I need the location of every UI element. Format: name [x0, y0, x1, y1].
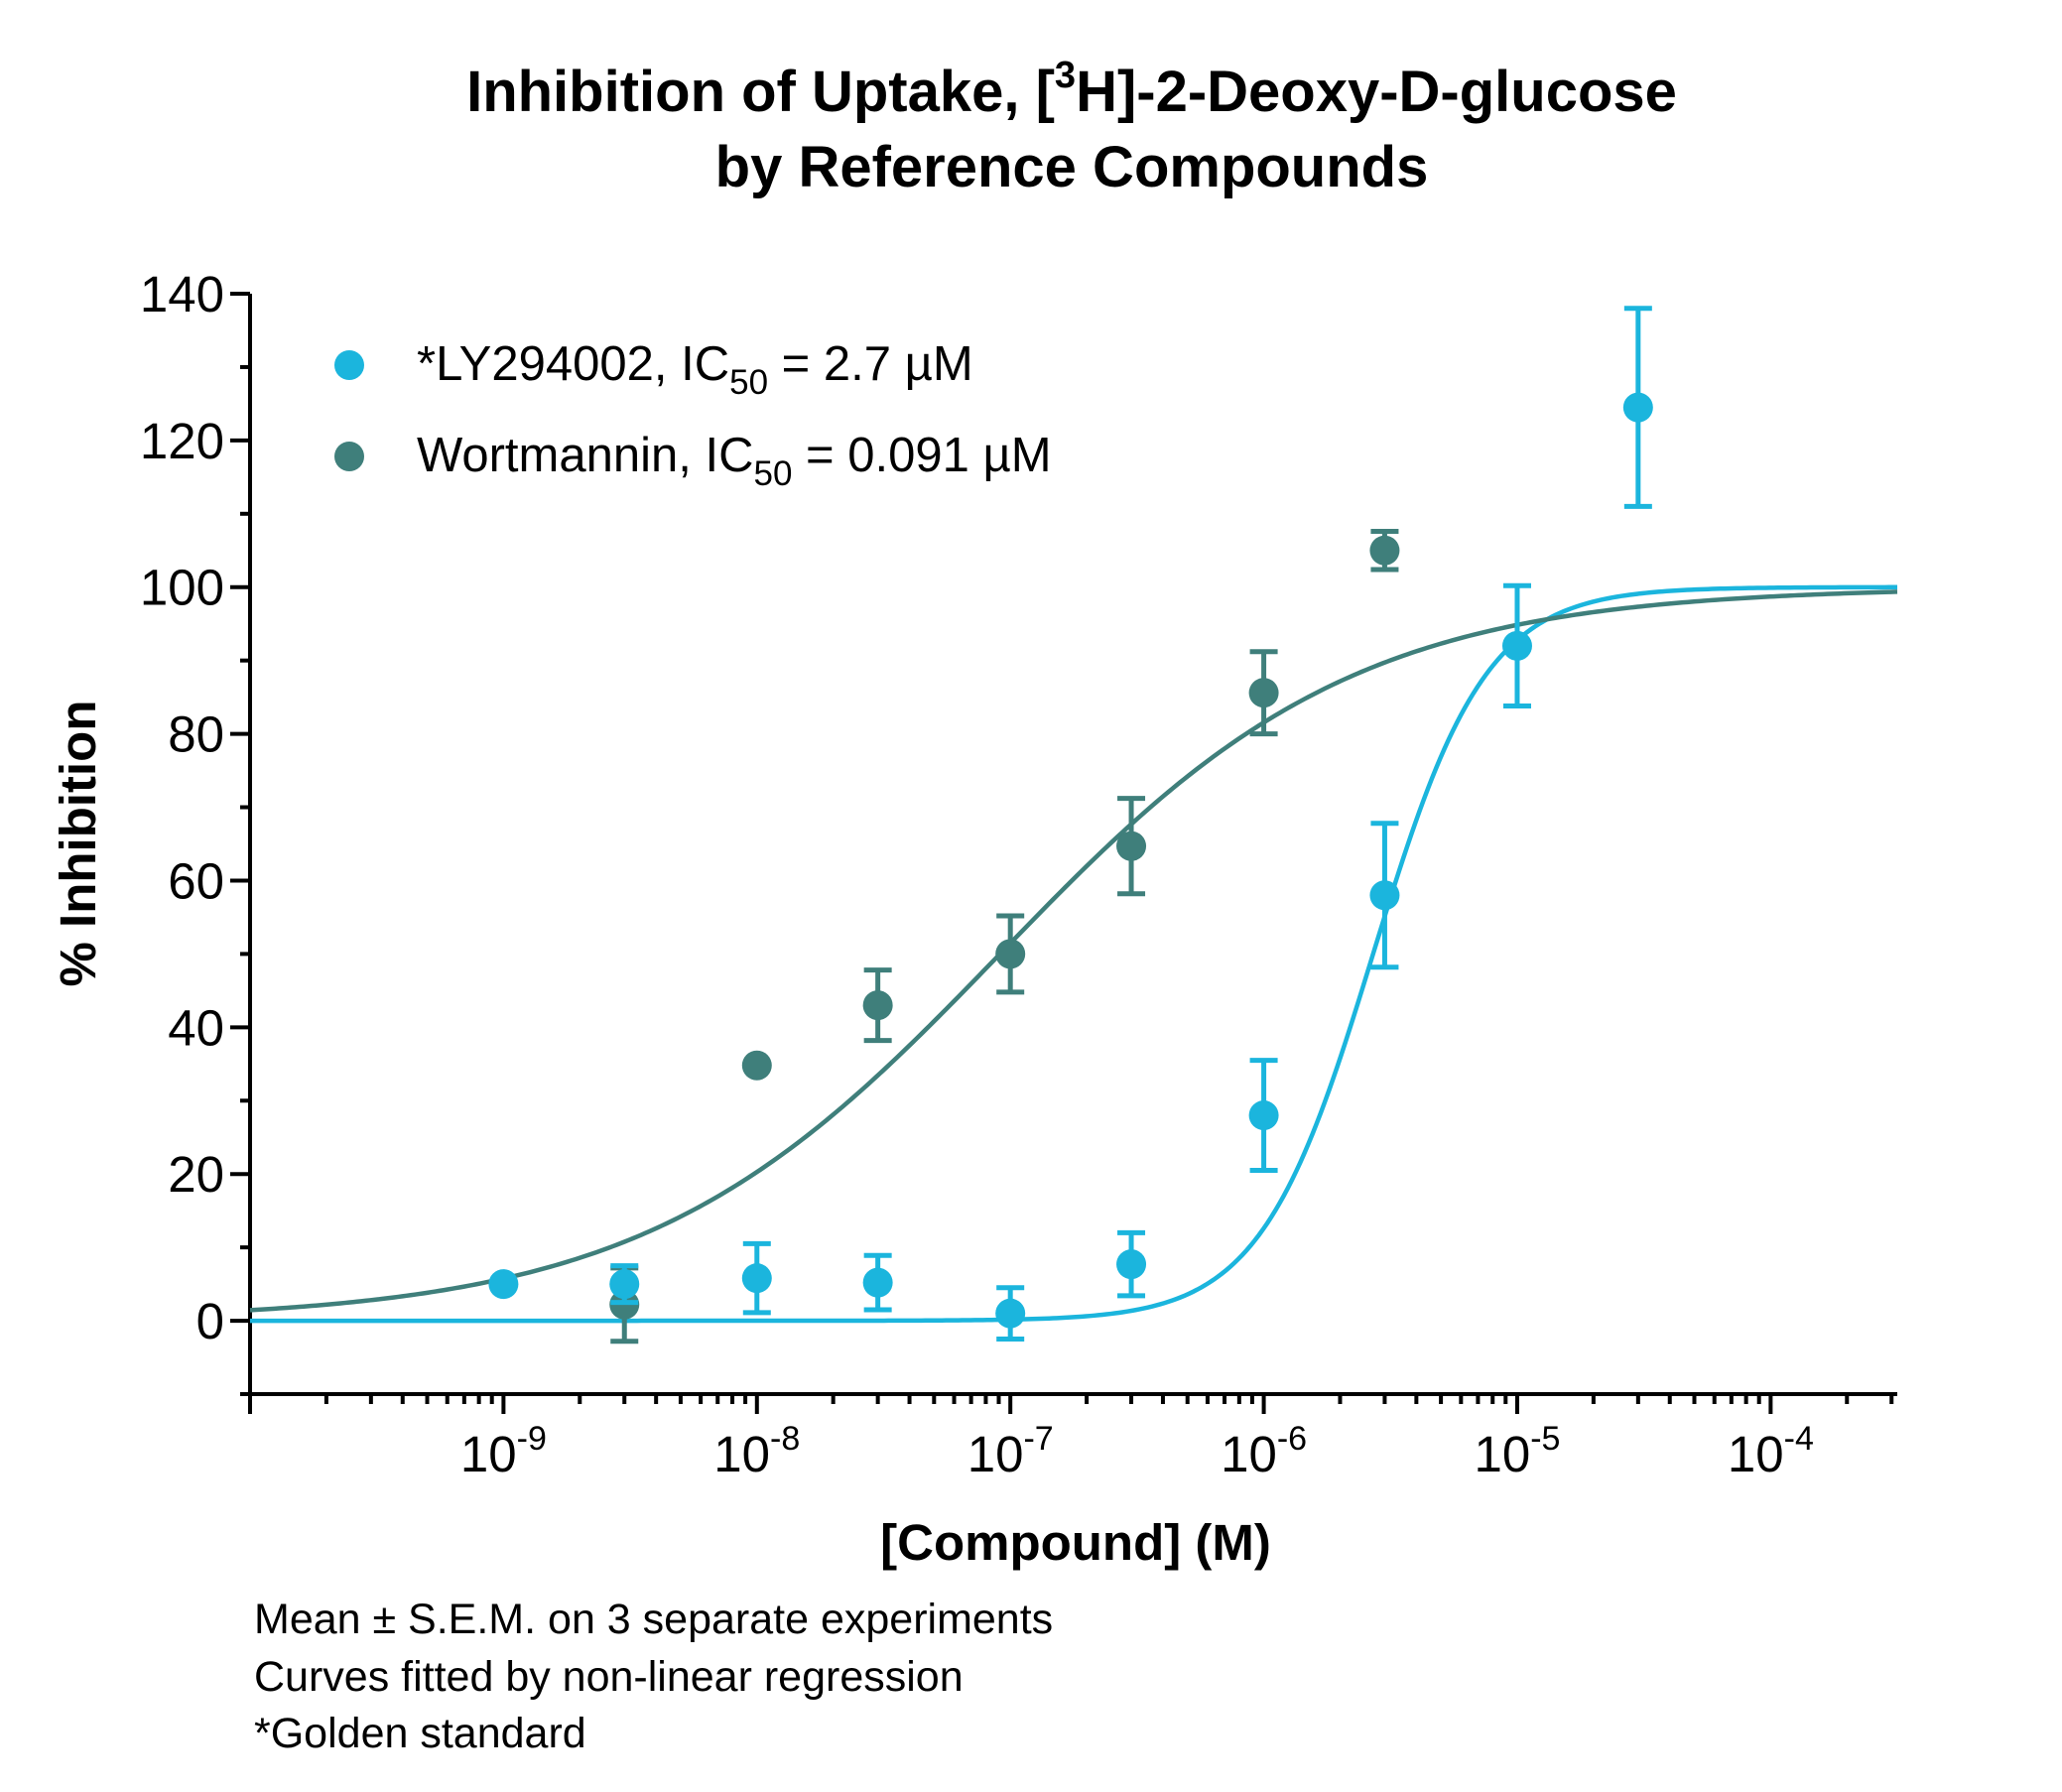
data-point-1 [862, 990, 893, 1021]
data-point-0 [1501, 630, 1532, 661]
data-point-0 [609, 1269, 640, 1300]
y-tick-label: 100 [140, 560, 224, 616]
y-tick-label: 120 [140, 413, 224, 469]
legend-label-wortmannin-sub: 50 [753, 454, 792, 493]
legend-label-ly294002-sub: 50 [729, 363, 768, 402]
footnote-sem: Mean ± S.E.M. on 3 separate experiments [254, 1596, 1053, 1643]
data-point-1 [1248, 678, 1279, 708]
data-point-1 [741, 1050, 772, 1081]
data-point-1 [995, 939, 1026, 969]
data-point-1 [1116, 831, 1147, 861]
data-point-0 [995, 1298, 1026, 1329]
legend-marker-ly294002 [334, 350, 364, 380]
chart-title-line1-pre: Inhibition of Uptake, [ [466, 60, 1055, 124]
y-tick-label: 20 [168, 1146, 224, 1203]
x-tick-label: 10-9 [460, 1420, 547, 1482]
data-point-0 [1248, 1100, 1279, 1131]
legend-label-wortmannin-post: = 0.091 µM [792, 429, 1051, 482]
x-tick-label: 10-5 [1475, 1420, 1561, 1482]
data-point-0 [1116, 1249, 1147, 1280]
x-tick-label: 10-6 [1221, 1420, 1307, 1482]
legend-marker-wortmannin [334, 442, 364, 471]
fit-curve-1 [249, 589, 1898, 1313]
x-tick-label: 10-4 [1728, 1420, 1814, 1482]
x-tick-label-base: 10 [713, 1426, 770, 1482]
data-point-0 [741, 1263, 772, 1294]
x-tick-label: 10-8 [713, 1420, 800, 1482]
legend-label-ly294002: *LY294002, IC50 = 2.7 µM [417, 337, 973, 402]
data-points [488, 306, 1653, 1344]
y-tick-label: 140 [140, 266, 224, 322]
y-axis-title: % Inhibition [50, 701, 106, 987]
x-tick-label-exponent: -4 [1784, 1420, 1814, 1458]
fit-curve-0 [250, 584, 1898, 1324]
y-tick-label: 0 [196, 1293, 224, 1349]
x-tick-label-base: 10 [967, 1426, 1024, 1482]
x-tick-label-exponent: -7 [1023, 1420, 1053, 1458]
x-tick-label-exponent: -8 [770, 1420, 800, 1458]
y-tick-label: 60 [168, 852, 224, 909]
y-axis-ticks: 0 20 40 60 80 100 120 140 [140, 266, 250, 1396]
chart-title-superscript: 3 [1055, 55, 1076, 96]
legend-label-wortmannin-pre: Wortmannin, IC [417, 429, 753, 482]
legend-label-wortmannin: Wortmannin, IC50 = 0.091 µM [417, 429, 1052, 493]
y-tick-label: 80 [168, 706, 224, 763]
y-tick-label: 40 [168, 999, 224, 1056]
x-tick-label-exponent: -6 [1277, 1420, 1307, 1458]
data-point-0 [1622, 392, 1653, 423]
data-point-1 [1369, 535, 1400, 566]
legend: *LY294002, IC50 = 2.7 µM Wortmannin, IC5… [334, 337, 1052, 493]
footnote-golden-standard: *Golden standard [254, 1710, 586, 1757]
chart-title-line1: Inhibition of Uptake, [3H]-2-Deoxy-D-glu… [466, 55, 1677, 124]
data-point-0 [488, 1269, 519, 1300]
chart-title-line2: by Reference Compounds [715, 135, 1429, 199]
x-tick-label-exponent: -5 [1530, 1420, 1560, 1458]
x-axis-ticks: 10-9 10-8 10-7 10-6 10-5 10-4 [248, 1394, 1894, 1482]
x-axis-title: [Compound] (M) [880, 1514, 1271, 1571]
legend-label-ly294002-post: = 2.7 µM [768, 337, 973, 391]
x-tick-label-base: 10 [460, 1426, 517, 1482]
x-tick-label: 10-7 [967, 1420, 1054, 1482]
data-point-0 [1369, 880, 1400, 911]
x-tick-label-exponent: -9 [517, 1420, 547, 1458]
x-tick-label-base: 10 [1475, 1426, 1531, 1482]
chart-title-line1-post: H]-2-Deoxy-D-glucose [1076, 60, 1677, 124]
footnote-regression: Curves fitted by non-linear regression [254, 1653, 964, 1701]
x-tick-label-base: 10 [1728, 1426, 1784, 1482]
data-point-0 [862, 1267, 893, 1298]
legend-label-ly294002-pre: *LY294002, IC [417, 337, 729, 391]
x-tick-label-base: 10 [1221, 1426, 1277, 1482]
fitted-curves [249, 584, 1898, 1324]
